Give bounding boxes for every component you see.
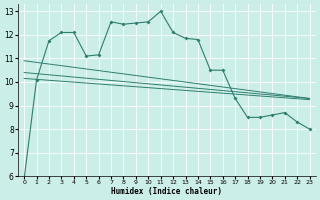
X-axis label: Humidex (Indice chaleur): Humidex (Indice chaleur)	[111, 187, 222, 196]
